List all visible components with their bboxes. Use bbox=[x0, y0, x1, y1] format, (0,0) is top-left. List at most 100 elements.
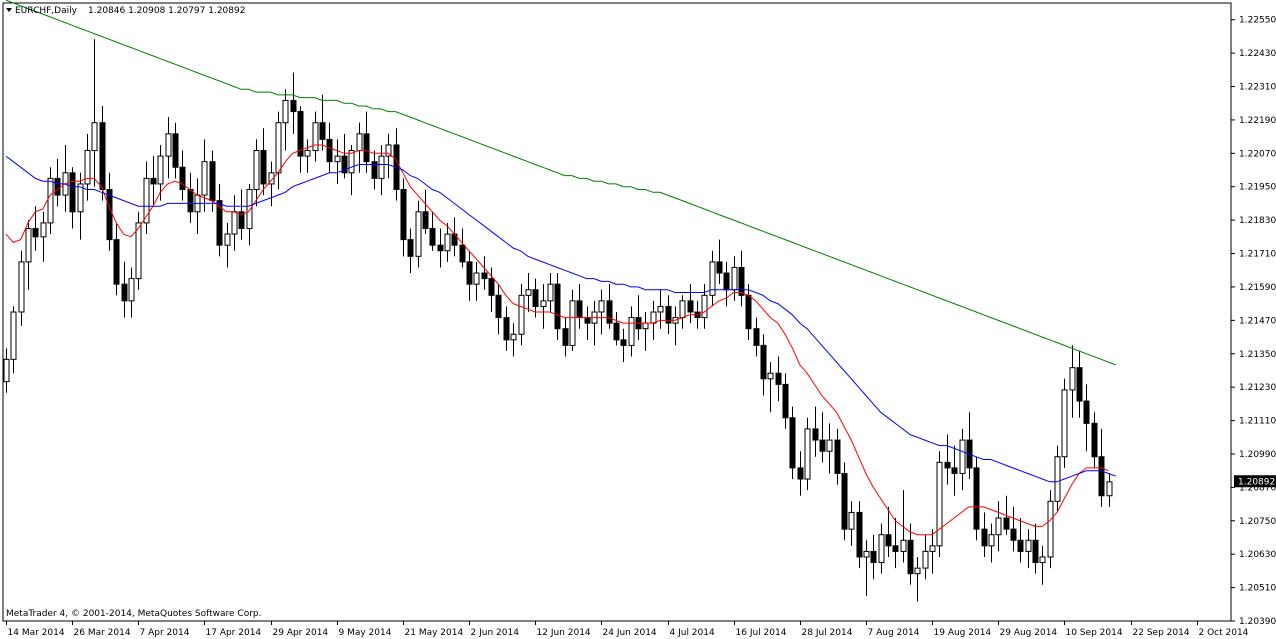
candle[interactable] bbox=[709, 250, 716, 307]
candle[interactable] bbox=[488, 267, 495, 312]
candle[interactable] bbox=[1091, 412, 1098, 468]
candle[interactable] bbox=[481, 256, 488, 290]
candle[interactable] bbox=[701, 284, 708, 329]
candle[interactable] bbox=[613, 312, 620, 346]
candle[interactable] bbox=[18, 250, 25, 326]
candle[interactable] bbox=[40, 211, 47, 262]
candle[interactable] bbox=[870, 534, 877, 580]
candle[interactable] bbox=[165, 117, 172, 179]
candle[interactable] bbox=[268, 161, 275, 207]
candle[interactable] bbox=[981, 512, 988, 557]
candle[interactable] bbox=[804, 417, 811, 491]
candle[interactable] bbox=[275, 111, 282, 190]
candle[interactable] bbox=[128, 267, 135, 318]
candle[interactable] bbox=[143, 161, 150, 235]
candle[interactable] bbox=[1039, 545, 1046, 585]
candle[interactable] bbox=[179, 150, 186, 201]
candle[interactable] bbox=[775, 356, 782, 402]
candle[interactable] bbox=[995, 501, 1002, 552]
candle[interactable] bbox=[620, 328, 627, 363]
candle[interactable] bbox=[121, 261, 128, 318]
candle[interactable] bbox=[834, 428, 841, 485]
candle[interactable] bbox=[290, 72, 297, 134]
candle[interactable] bbox=[532, 278, 539, 318]
candle[interactable] bbox=[437, 228, 444, 268]
candle[interactable] bbox=[400, 178, 407, 257]
candle[interactable] bbox=[172, 122, 179, 179]
candle[interactable] bbox=[106, 172, 113, 251]
candle[interactable] bbox=[1069, 345, 1076, 418]
candle[interactable] bbox=[657, 289, 664, 329]
candle[interactable] bbox=[988, 523, 995, 563]
candle[interactable] bbox=[789, 406, 796, 480]
candle[interactable] bbox=[32, 206, 39, 251]
candle[interactable] bbox=[547, 273, 554, 312]
candle[interactable] bbox=[760, 334, 767, 396]
candle[interactable] bbox=[473, 261, 480, 301]
candle[interactable] bbox=[856, 501, 863, 569]
candle[interactable] bbox=[922, 534, 929, 580]
candle[interactable] bbox=[1054, 445, 1061, 513]
candle[interactable] bbox=[687, 284, 694, 324]
candle[interactable] bbox=[929, 529, 936, 574]
candle[interactable] bbox=[415, 200, 422, 268]
candle[interactable] bbox=[885, 506, 892, 557]
candle[interactable] bbox=[69, 167, 76, 229]
candle[interactable] bbox=[150, 156, 157, 207]
candle[interactable] bbox=[841, 462, 848, 541]
candle[interactable] bbox=[1032, 523, 1039, 574]
candle[interactable] bbox=[944, 434, 951, 485]
candle[interactable] bbox=[914, 556, 921, 602]
candle[interactable] bbox=[363, 111, 370, 173]
candle[interactable] bbox=[716, 239, 723, 285]
candle[interactable] bbox=[767, 362, 774, 413]
candle[interactable] bbox=[753, 317, 760, 357]
chart-menu-triangle-icon[interactable] bbox=[6, 8, 12, 12]
candle[interactable] bbox=[216, 183, 223, 257]
candle[interactable] bbox=[371, 150, 378, 190]
candle[interactable] bbox=[25, 220, 32, 290]
candle[interactable] bbox=[878, 523, 885, 574]
candle[interactable] bbox=[422, 189, 429, 235]
candle[interactable] bbox=[224, 222, 231, 268]
candle[interactable] bbox=[444, 222, 451, 262]
candle[interactable] bbox=[495, 284, 502, 335]
candle[interactable] bbox=[1025, 529, 1032, 569]
candle[interactable] bbox=[569, 289, 576, 351]
candle[interactable] bbox=[253, 139, 260, 207]
candle[interactable] bbox=[1083, 384, 1090, 452]
candle[interactable] bbox=[385, 133, 392, 179]
candle[interactable] bbox=[936, 451, 943, 557]
candle[interactable] bbox=[518, 284, 525, 346]
candle[interactable] bbox=[892, 518, 899, 569]
candle[interactable] bbox=[812, 406, 819, 457]
candle[interactable] bbox=[1047, 490, 1054, 569]
candle[interactable] bbox=[297, 106, 304, 173]
candle[interactable] bbox=[312, 111, 319, 162]
candle[interactable] bbox=[863, 540, 870, 596]
candle[interactable] bbox=[282, 89, 289, 151]
candle[interactable] bbox=[77, 172, 84, 240]
candle[interactable] bbox=[260, 128, 267, 196]
candle[interactable] bbox=[848, 501, 855, 546]
candle[interactable] bbox=[606, 284, 613, 329]
candle[interactable] bbox=[510, 323, 517, 357]
candle[interactable] bbox=[951, 445, 958, 496]
candle[interactable] bbox=[113, 222, 120, 296]
candle[interactable] bbox=[466, 250, 473, 301]
candle[interactable] bbox=[1010, 506, 1017, 552]
candle[interactable] bbox=[1061, 378, 1068, 468]
candle[interactable] bbox=[54, 158, 61, 207]
candle[interactable] bbox=[907, 523, 914, 585]
time-axis[interactable]: 14 Mar 2014 26 Mar 2014 7 Apr 2014 17 Apr 2… bbox=[6, 621, 1249, 638]
candle[interactable] bbox=[540, 284, 547, 329]
candle[interactable] bbox=[319, 94, 326, 151]
candle[interactable] bbox=[201, 139, 208, 212]
candle[interactable] bbox=[525, 273, 532, 312]
candle[interactable] bbox=[1017, 518, 1024, 563]
candle[interactable] bbox=[562, 317, 569, 357]
candle[interactable] bbox=[429, 211, 436, 251]
candle[interactable] bbox=[459, 228, 466, 268]
candle[interactable] bbox=[598, 289, 605, 335]
